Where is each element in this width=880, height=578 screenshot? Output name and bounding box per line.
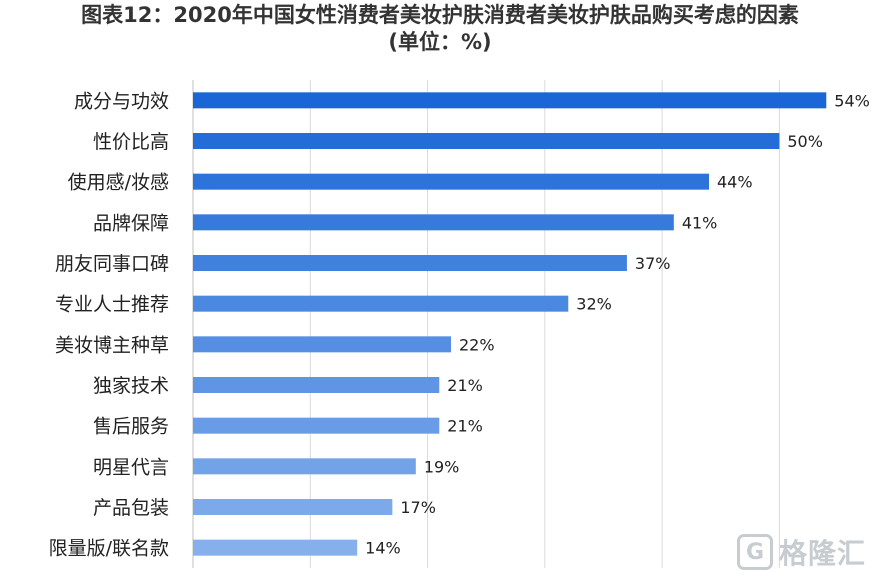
brand-text: 格隆汇 — [778, 537, 866, 570]
data-label: 21% — [447, 376, 483, 395]
category-label: 限量版/联名款 — [49, 538, 169, 560]
data-label: 17% — [400, 498, 436, 517]
chart-unit: (单位：%) — [388, 30, 492, 54]
data-label: 41% — [682, 213, 718, 232]
data-label: 14% — [365, 539, 401, 558]
bar — [193, 417, 440, 434]
data-label: 37% — [635, 254, 671, 273]
category-label: 品牌保障 — [93, 212, 169, 234]
bar — [193, 92, 827, 109]
bar — [193, 173, 709, 190]
category-label: 朋友同事口碑 — [55, 253, 169, 275]
chart-title-block: 图表12：2020年中国女性消费者美妆护肤消费者美妆护肤品购买考虑的因素 (单位… — [0, 2, 880, 56]
brand-logo-icon: G — [736, 534, 773, 570]
data-label: 44% — [717, 173, 753, 192]
category-label: 美妆博主种草 — [55, 334, 169, 356]
data-label: 54% — [834, 91, 870, 110]
bar — [193, 377, 440, 393]
data-label: 21% — [447, 417, 483, 436]
bar — [193, 539, 358, 556]
bar — [193, 255, 627, 271]
category-label: 成分与功效 — [74, 90, 169, 112]
category-label: 性价比高 — [93, 131, 169, 153]
chart-title: 图表12：2020年中国女性消费者美妆护肤消费者美妆护肤品购买考虑的因素 — [81, 3, 799, 27]
category-label: 独家技术 — [93, 375, 169, 397]
data-label: 19% — [424, 457, 460, 476]
category-label: 产品包装 — [93, 497, 169, 519]
data-label: 50% — [787, 132, 823, 151]
data-label: 22% — [459, 335, 495, 354]
bar — [193, 214, 674, 231]
category-label: 使用感/妆感 — [68, 172, 169, 194]
bar — [193, 499, 393, 515]
watermark-brand: G 格隆汇 — [736, 532, 866, 572]
category-label: 售后服务 — [93, 416, 169, 438]
bar — [193, 458, 416, 475]
category-label: 专业人士推荐 — [55, 294, 169, 316]
bar — [193, 133, 780, 149]
bar — [193, 336, 451, 353]
bar — [193, 295, 569, 312]
data-label: 32% — [576, 295, 612, 314]
category-label: 明星代言 — [93, 456, 169, 478]
